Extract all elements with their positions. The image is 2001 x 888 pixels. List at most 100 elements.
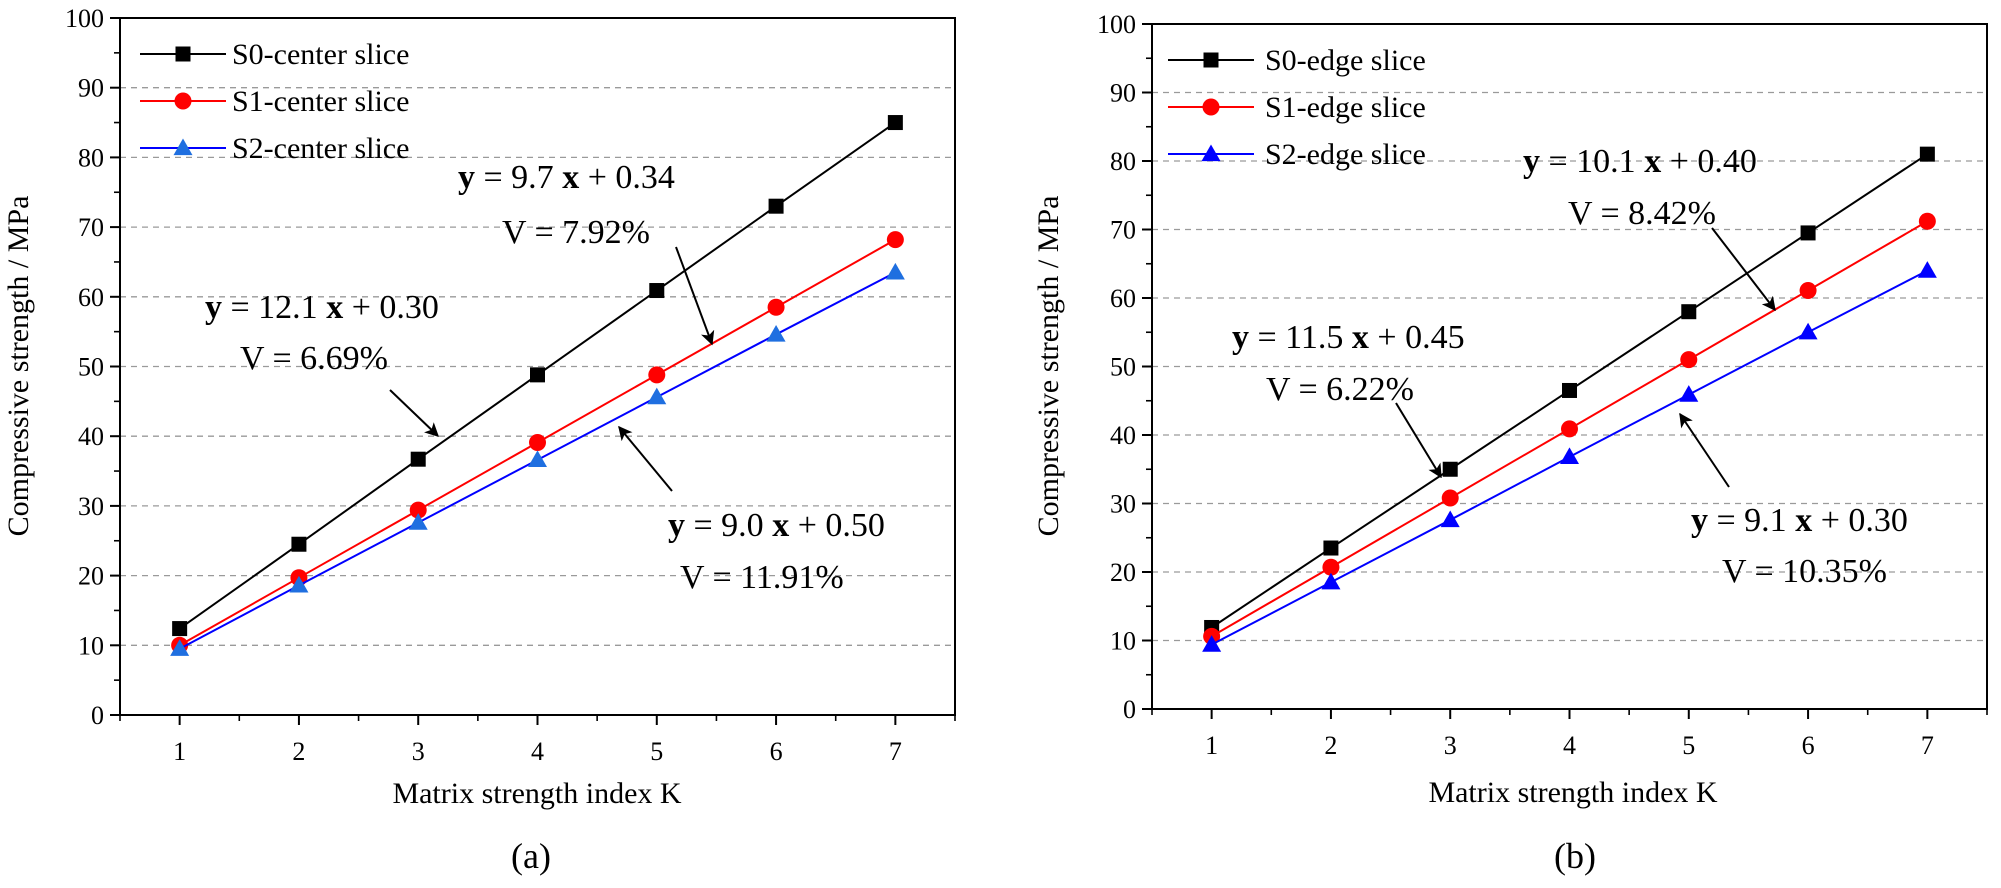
equation-y: y xyxy=(205,289,222,326)
equation-y: y xyxy=(1691,502,1708,539)
equation-y: y xyxy=(1232,319,1249,356)
legend-label: S0-edge slice xyxy=(1265,44,1426,77)
y-tick-label: 50 xyxy=(1110,353,1136,382)
legend-marker xyxy=(1202,98,1220,116)
x-tick-label: 3 xyxy=(1444,731,1457,760)
data-point xyxy=(1918,212,1936,230)
data-point xyxy=(410,451,426,467)
y-tick-label: 50 xyxy=(78,353,104,382)
y-tick-label: 10 xyxy=(1110,627,1136,656)
equation-slope: = 12.1 xyxy=(222,289,326,326)
data-point xyxy=(170,639,190,656)
y-tick-label: 90 xyxy=(1110,79,1136,108)
x-tick-label: 2 xyxy=(1324,731,1337,760)
equation-intercept: + 0.50 xyxy=(789,507,885,544)
data-point xyxy=(648,366,666,384)
equation-slope: = 11.5 xyxy=(1249,319,1352,356)
equation-y: y xyxy=(458,159,475,196)
equation-slope: = 10.1 xyxy=(1540,143,1644,180)
y-tick-label: 10 xyxy=(78,631,104,660)
equation-slope: = 9.7 xyxy=(475,159,562,196)
equation-intercept: + 0.40 xyxy=(1661,143,1757,180)
data-point xyxy=(767,298,785,316)
y-tick-label: 60 xyxy=(1110,284,1136,313)
data-point xyxy=(1442,461,1458,477)
x-tick-label: 6 xyxy=(770,737,783,766)
legend-label: S2-edge slice xyxy=(1265,138,1426,171)
variation-coefficient: V = 11.91% xyxy=(680,559,844,596)
equation-intercept: + 0.34 xyxy=(579,159,675,196)
x-axis-label: Matrix strength index K xyxy=(1428,776,1717,809)
data-point xyxy=(887,115,903,131)
series-2 xyxy=(1202,261,1937,652)
y-tick-label: 60 xyxy=(78,283,104,312)
variation-coefficient: V = 7.92% xyxy=(502,214,650,251)
panel-label: (a) xyxy=(511,836,551,876)
data-point xyxy=(1562,382,1577,398)
data-point xyxy=(1202,635,1222,652)
y-tick-label: 0 xyxy=(91,701,104,730)
panel-label: (b) xyxy=(1554,836,1596,876)
x-tick-label: 5 xyxy=(1682,731,1695,760)
data-point xyxy=(291,536,307,552)
chart-panel-a: 0 10 20 30 40 50 60 70 80 90 100 1 2 3 4 5 6 7 Matrix stre… xyxy=(2,4,956,876)
x-tick-label: 2 xyxy=(292,737,305,766)
annotation-arrow xyxy=(1679,412,1730,488)
data-point xyxy=(528,450,547,468)
y-tick-label: 30 xyxy=(1110,490,1136,519)
legend-marker xyxy=(1203,52,1219,68)
equation-x: x xyxy=(1352,319,1369,356)
annotation-arrow xyxy=(1711,227,1776,312)
legend-marker xyxy=(174,92,192,110)
variation-coefficient: V = 6.69% xyxy=(240,340,388,377)
y-tick-label: 100 xyxy=(1097,10,1136,39)
data-point xyxy=(529,433,546,451)
y-tick-label: 40 xyxy=(1110,421,1136,450)
legend-label: S1-edge slice xyxy=(1265,91,1426,124)
equation-x: x xyxy=(1644,143,1661,180)
legend-label: S2-center slice xyxy=(232,132,409,165)
data-point xyxy=(766,324,786,342)
data-point xyxy=(1800,225,1816,241)
x-axis-label: Matrix strength index K xyxy=(392,777,681,810)
data-point xyxy=(1919,146,1935,162)
annotation-arrow xyxy=(618,425,673,492)
annotation-arrow xyxy=(675,246,715,346)
equation-intercept: + 0.30 xyxy=(343,289,439,326)
legend-label: S0-center slice xyxy=(232,38,409,71)
y-tick-label: 20 xyxy=(78,562,104,591)
data-point xyxy=(1321,572,1341,590)
series-2 xyxy=(170,262,905,656)
data-point xyxy=(886,231,904,249)
y-axis-label: Compressive strength / MPa xyxy=(2,196,35,537)
annotation-arrow xyxy=(1395,402,1442,479)
data-point xyxy=(172,621,188,637)
regression-equation: y = 12.1 x + 0.30 xyxy=(205,289,439,326)
data-point xyxy=(885,262,905,280)
equation-y: y xyxy=(668,507,685,544)
y-tick-label: 70 xyxy=(78,213,104,242)
data-point xyxy=(409,501,427,519)
data-point xyxy=(1440,510,1460,528)
data-point xyxy=(1679,385,1699,402)
equation-intercept: + 0.30 xyxy=(1812,502,1908,539)
y-tick-label: 40 xyxy=(78,422,104,451)
x-tick-label: 1 xyxy=(173,737,186,766)
data-point xyxy=(768,198,784,214)
y-tick-label: 70 xyxy=(1110,216,1136,245)
variation-coefficient: V = 8.42% xyxy=(1568,195,1716,232)
regression-equation: y = 11.5 x + 0.45 xyxy=(1232,319,1465,356)
data-point xyxy=(1561,420,1578,438)
y-tick-label: 20 xyxy=(1110,558,1136,587)
variation-coefficient: V = 6.22% xyxy=(1266,371,1414,408)
legend-marker xyxy=(1201,144,1221,162)
data-point xyxy=(530,367,545,383)
data-point xyxy=(408,513,428,530)
x-tick-label: 6 xyxy=(1802,731,1815,760)
series-0 xyxy=(172,115,903,637)
data-point xyxy=(1680,351,1698,369)
equation-x: x xyxy=(1795,502,1812,539)
regression-equation: y = 10.1 x + 0.40 xyxy=(1523,143,1757,180)
x-tick-label: 3 xyxy=(412,737,425,766)
